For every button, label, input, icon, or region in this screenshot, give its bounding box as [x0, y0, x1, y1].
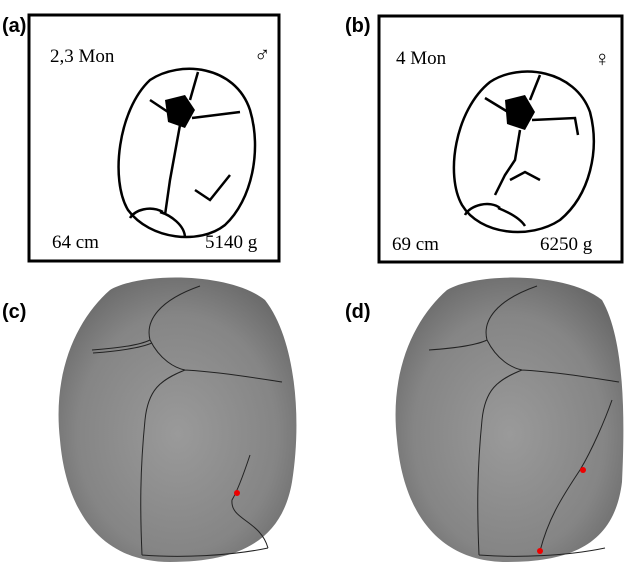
sex: ♂ [254, 42, 271, 67]
figure: (a) 2,3 Mon ♂ 64 cm 5140 g (b) 4 Mon ♀ 6… [0, 0, 625, 564]
age: 2,3 Mon [50, 46, 115, 67]
panel-label: (c) [2, 301, 26, 323]
length: 69 cm [392, 234, 439, 255]
weight: 6250 g [540, 234, 593, 255]
weight: 5140 g [205, 232, 258, 253]
panel-label: (d) [345, 301, 371, 323]
sex: ♀ [594, 46, 611, 71]
length: 64 cm [52, 232, 99, 253]
skull-model [59, 278, 297, 562]
panel-label: (b) [345, 15, 371, 37]
skull-model [396, 278, 624, 562]
age: 4 Mon [396, 48, 447, 69]
panel-label: (a) [2, 15, 26, 37]
